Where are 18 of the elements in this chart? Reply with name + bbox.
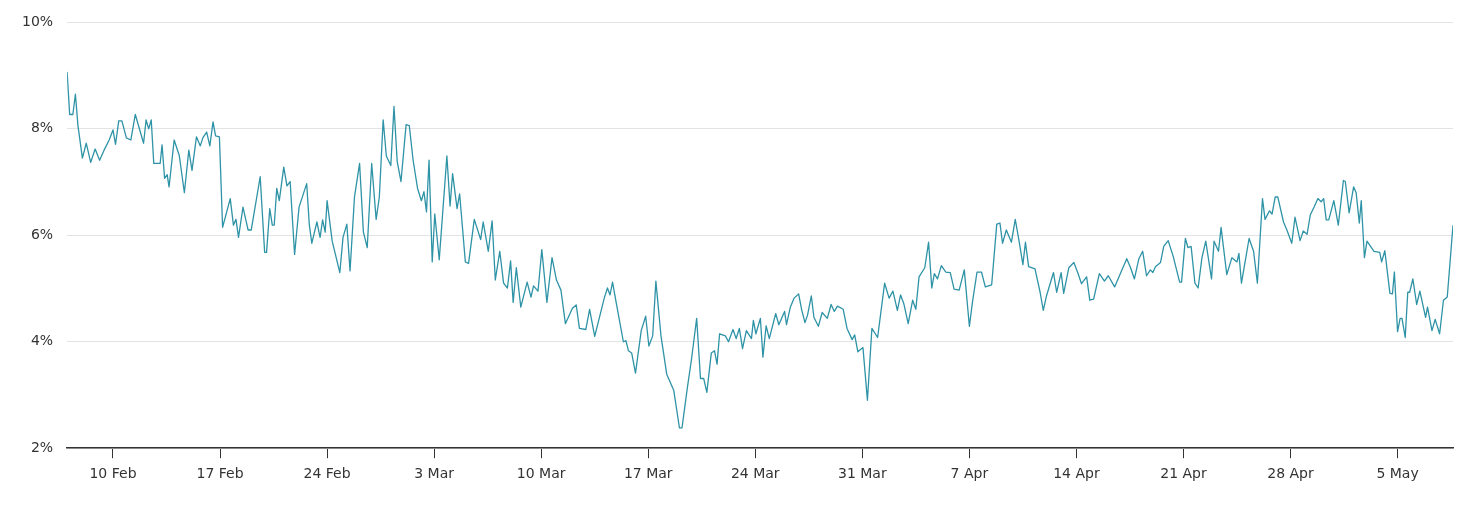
x-tick-label: 17 Feb <box>196 465 244 482</box>
x-tick-label: 24 Mar <box>730 465 780 482</box>
x-tick-label: 14 Apr <box>1053 465 1100 482</box>
x-tick-label: 10 Feb <box>89 465 137 482</box>
y-tick-label: 8% <box>30 119 54 136</box>
x-tick-label: 10 Mar <box>516 465 566 482</box>
x-tick-label: 17 Mar <box>623 465 673 482</box>
x-tick-label: 24 Feb <box>303 465 351 482</box>
y-tick-label: 2% <box>30 438 54 455</box>
y-tick-label: 6% <box>30 225 54 242</box>
x-tick-label: 21 Apr <box>1160 465 1207 482</box>
x-tick-label: 31 Mar <box>837 465 887 482</box>
x-tick-label: 28 Apr <box>1267 465 1314 482</box>
x-tick-label: 7 Apr <box>950 465 989 482</box>
y-tick-label: 4% <box>30 332 54 349</box>
x-tick-label: 5 May <box>1376 465 1419 482</box>
y-tick-label: 10% <box>21 13 54 30</box>
x-tick-label: 3 Mar <box>414 465 455 482</box>
